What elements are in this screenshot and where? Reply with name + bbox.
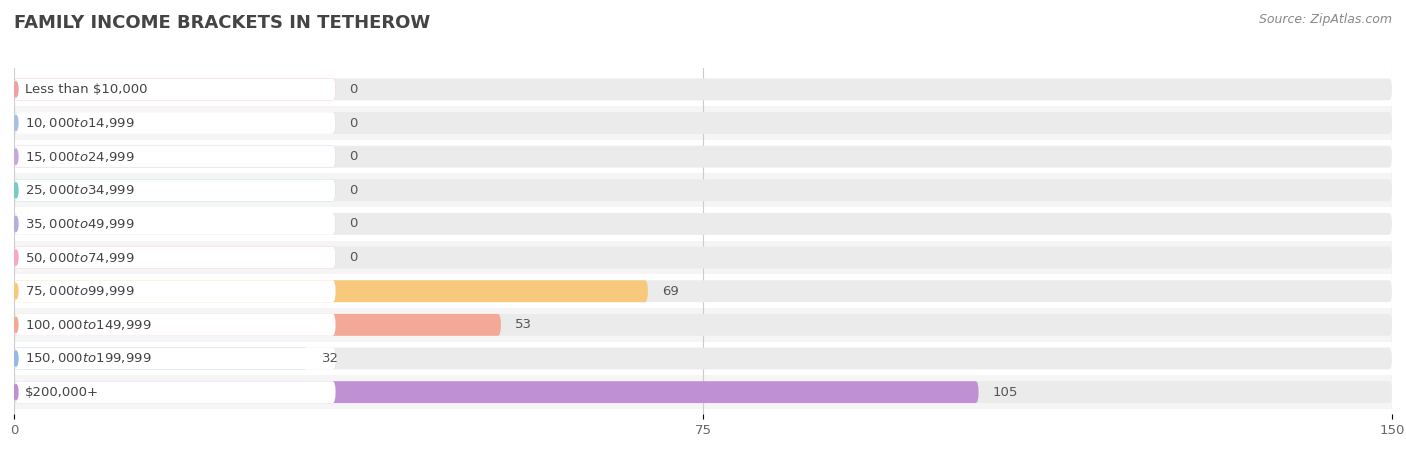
FancyBboxPatch shape	[14, 78, 336, 100]
Text: 69: 69	[662, 285, 679, 298]
FancyBboxPatch shape	[14, 381, 1392, 403]
Text: 0: 0	[349, 83, 357, 96]
Text: Less than $10,000: Less than $10,000	[25, 83, 148, 96]
FancyBboxPatch shape	[14, 347, 336, 369]
FancyBboxPatch shape	[14, 180, 336, 201]
FancyBboxPatch shape	[14, 314, 501, 336]
Text: 0: 0	[349, 251, 357, 264]
FancyBboxPatch shape	[14, 381, 979, 403]
Text: $10,000 to $14,999: $10,000 to $14,999	[25, 116, 135, 130]
FancyBboxPatch shape	[14, 112, 1392, 134]
Circle shape	[14, 317, 18, 333]
Bar	[14, 106, 1392, 140]
Text: Source: ZipAtlas.com: Source: ZipAtlas.com	[1258, 14, 1392, 27]
Text: $150,000 to $199,999: $150,000 to $199,999	[25, 351, 152, 365]
FancyBboxPatch shape	[14, 78, 336, 100]
Text: 0: 0	[349, 217, 357, 230]
Text: $35,000 to $49,999: $35,000 to $49,999	[25, 217, 135, 231]
Bar	[14, 72, 1392, 106]
Text: 105: 105	[993, 386, 1018, 399]
Bar	[14, 274, 1392, 308]
FancyBboxPatch shape	[14, 146, 1392, 167]
FancyBboxPatch shape	[14, 213, 336, 235]
Bar	[14, 140, 1392, 173]
Bar	[14, 342, 1392, 375]
FancyBboxPatch shape	[14, 280, 648, 302]
Text: $200,000+: $200,000+	[25, 386, 98, 399]
FancyBboxPatch shape	[14, 112, 336, 134]
Text: $25,000 to $34,999: $25,000 to $34,999	[25, 183, 135, 197]
Circle shape	[14, 183, 18, 198]
Text: 53: 53	[515, 318, 531, 331]
FancyBboxPatch shape	[14, 247, 336, 269]
FancyBboxPatch shape	[14, 213, 1392, 235]
Text: FAMILY INCOME BRACKETS IN TETHEROW: FAMILY INCOME BRACKETS IN TETHEROW	[14, 14, 430, 32]
Bar	[14, 241, 1392, 274]
Bar	[14, 173, 1392, 207]
FancyBboxPatch shape	[14, 78, 1392, 100]
FancyBboxPatch shape	[14, 247, 1392, 269]
Bar	[14, 207, 1392, 241]
FancyBboxPatch shape	[14, 280, 1392, 302]
FancyBboxPatch shape	[14, 180, 1392, 201]
Circle shape	[14, 216, 18, 232]
FancyBboxPatch shape	[14, 314, 336, 336]
Circle shape	[14, 115, 18, 130]
Circle shape	[14, 384, 18, 400]
Text: 0: 0	[349, 184, 357, 197]
FancyBboxPatch shape	[14, 180, 336, 201]
Text: 0: 0	[349, 117, 357, 130]
Text: $100,000 to $149,999: $100,000 to $149,999	[25, 318, 152, 332]
FancyBboxPatch shape	[14, 347, 1392, 369]
FancyBboxPatch shape	[14, 146, 336, 167]
FancyBboxPatch shape	[14, 146, 336, 167]
FancyBboxPatch shape	[14, 112, 336, 134]
Circle shape	[14, 284, 18, 299]
Bar	[14, 375, 1392, 409]
Text: $50,000 to $74,999: $50,000 to $74,999	[25, 251, 135, 265]
FancyBboxPatch shape	[14, 247, 336, 269]
Circle shape	[14, 250, 18, 265]
Text: $75,000 to $99,999: $75,000 to $99,999	[25, 284, 135, 298]
Text: $15,000 to $24,999: $15,000 to $24,999	[25, 150, 135, 164]
FancyBboxPatch shape	[14, 280, 336, 302]
Bar	[14, 308, 1392, 342]
FancyBboxPatch shape	[14, 347, 308, 369]
Circle shape	[14, 351, 18, 366]
Circle shape	[14, 82, 18, 97]
Circle shape	[14, 149, 18, 164]
FancyBboxPatch shape	[14, 213, 336, 235]
FancyBboxPatch shape	[14, 381, 336, 403]
Text: 32: 32	[322, 352, 339, 365]
Text: 0: 0	[349, 150, 357, 163]
FancyBboxPatch shape	[14, 314, 1392, 336]
